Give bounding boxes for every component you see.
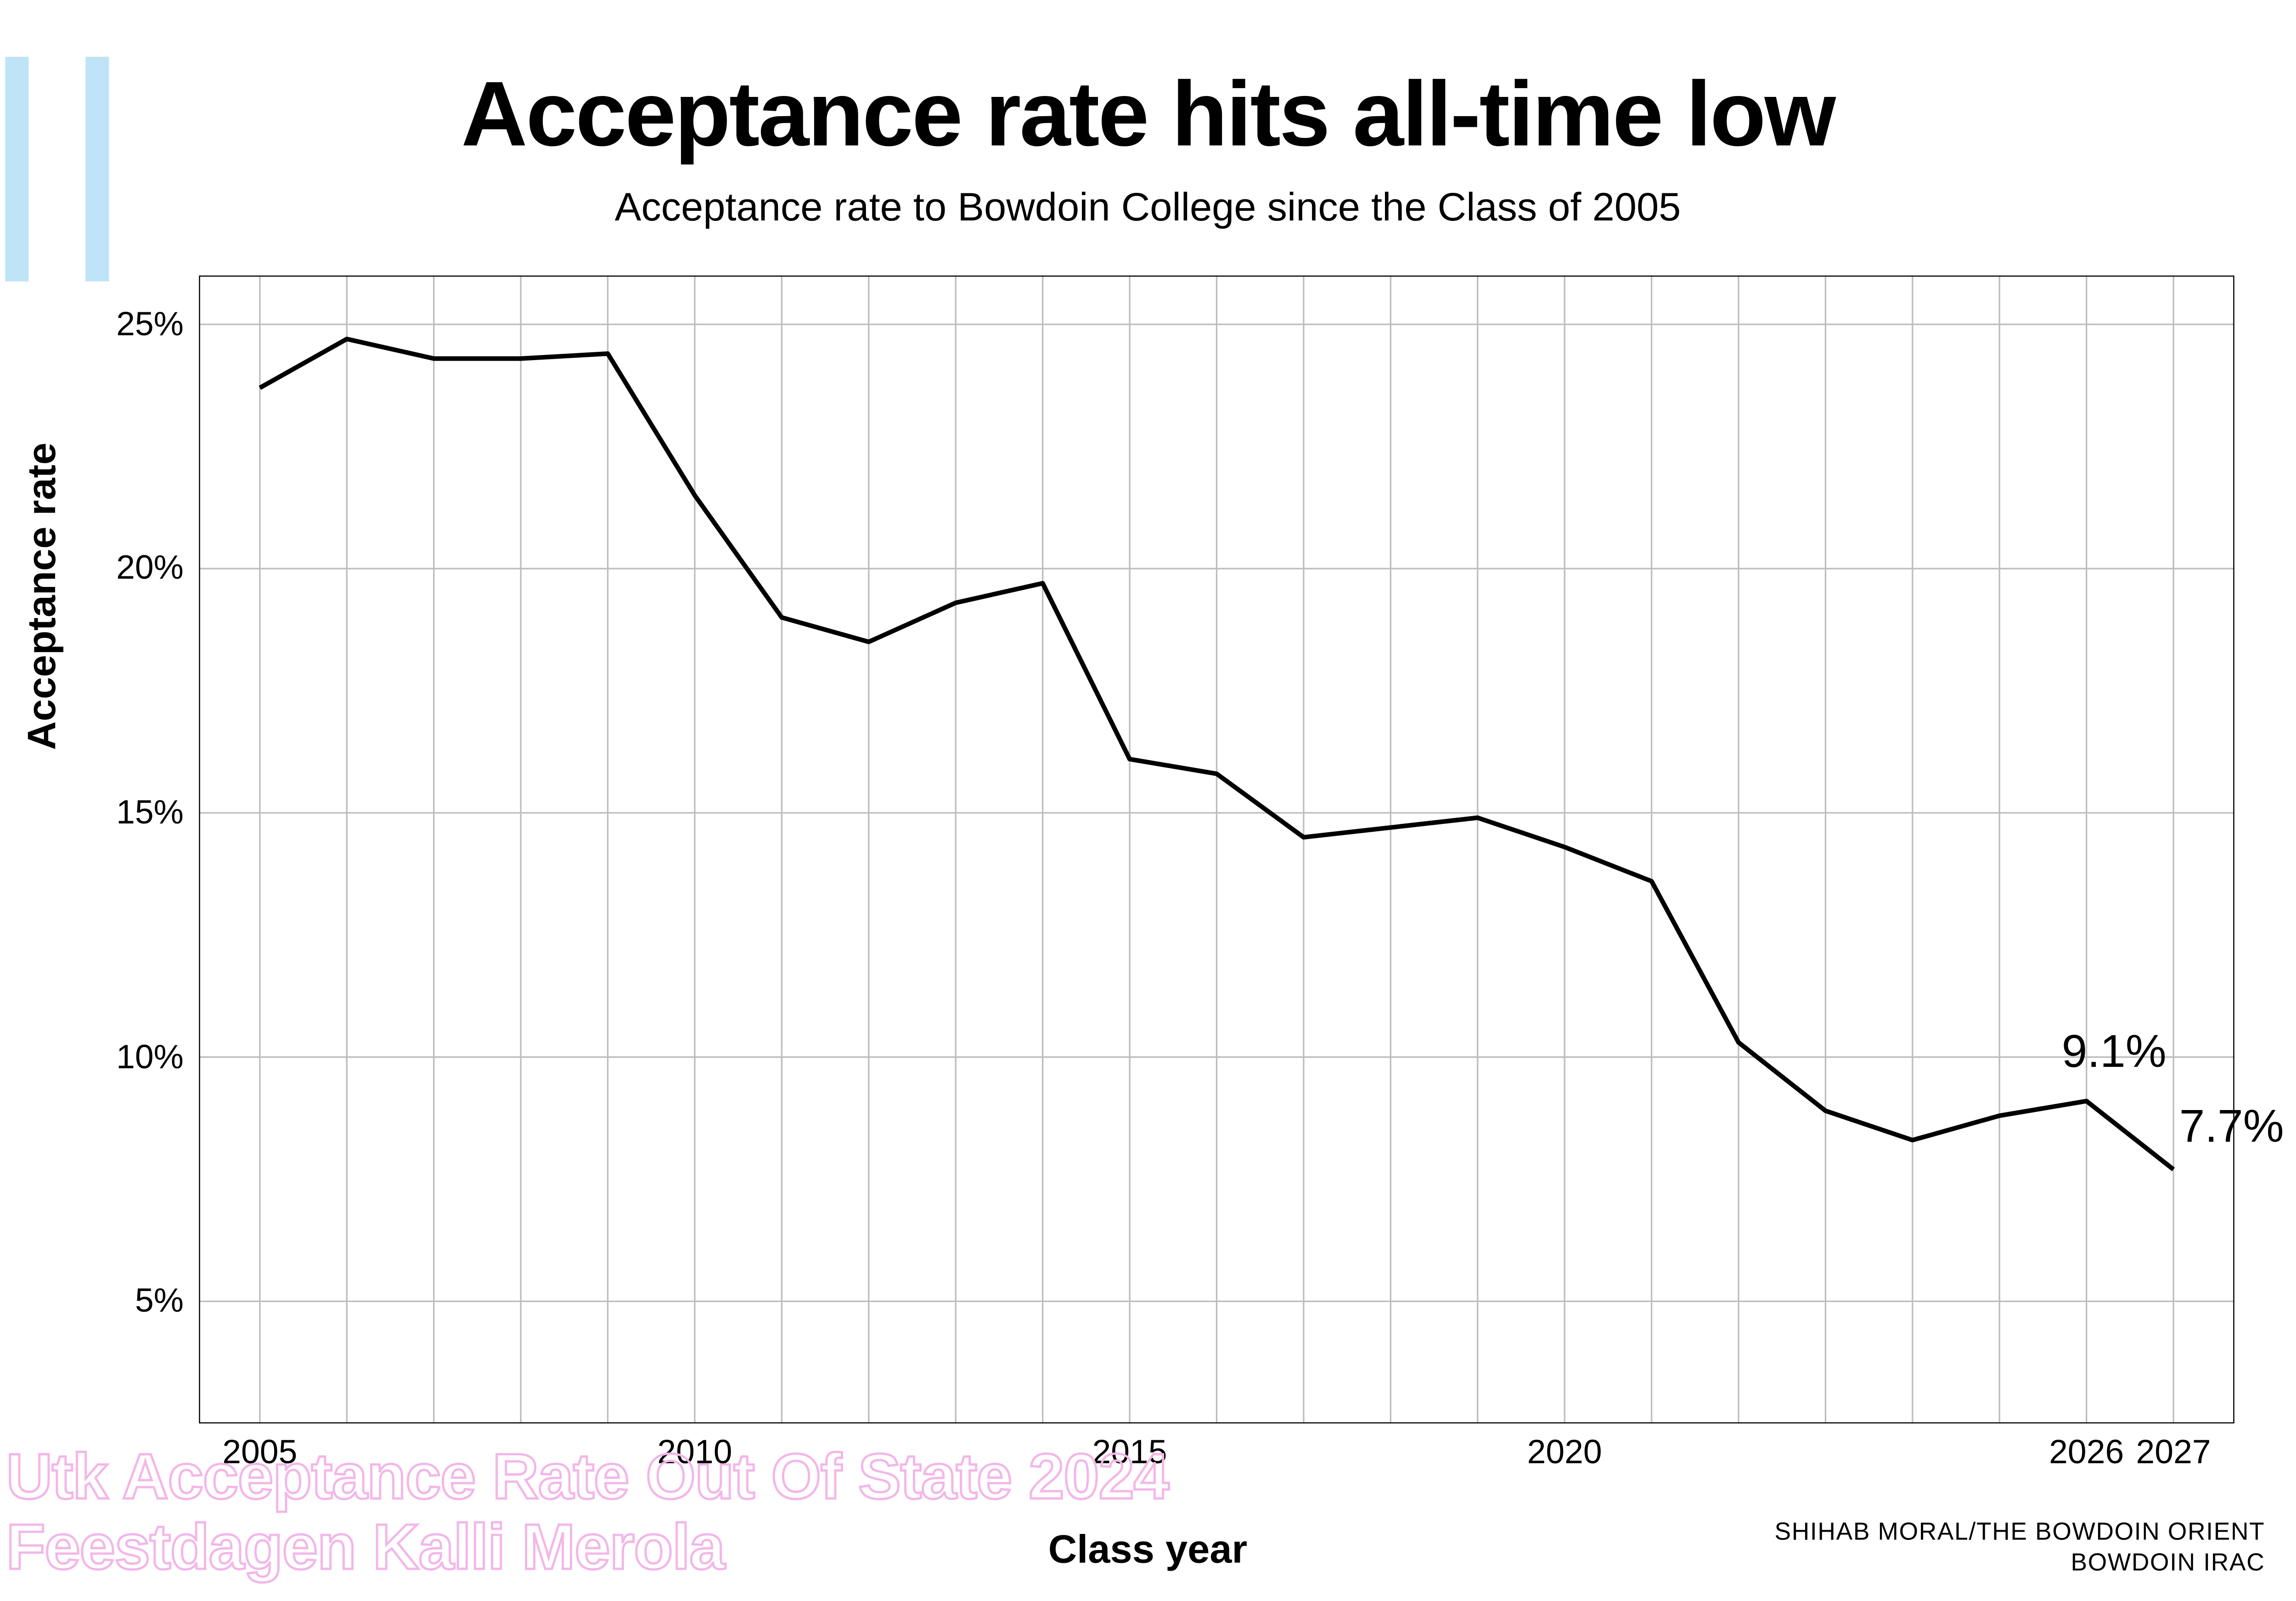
grid — [199, 276, 2234, 1424]
credit-block: SHIHAB MORAL/THE BOWDOIN ORIENT BOWDOIN … — [1775, 1518, 2265, 1579]
annotation: 9.1% — [2062, 1027, 2167, 1079]
y-tick-label: 25% — [92, 304, 184, 344]
plot-area — [199, 276, 2234, 1424]
chart-subtitle: Acceptance rate to Bowdoin College since… — [0, 184, 2296, 231]
x-tick-label: 2020 — [1527, 1432, 1602, 1472]
y-tick-label: 20% — [92, 549, 184, 589]
chart-title: Acceptance rate hits all-time low — [0, 61, 2296, 167]
x-tick-layer: 2005 2010 2015 2020 2026 2027 — [199, 1423, 2234, 1484]
credit-line-2: BOWDOIN IRAC — [1775, 1549, 2265, 1580]
y-tick-label: 15% — [92, 793, 184, 833]
y-tick-layer: 5% 10% 15% 20% 25% — [0, 276, 199, 1424]
line-chart-svg — [199, 276, 2234, 1424]
x-tick-label: 2015 — [1092, 1432, 1167, 1472]
x-tick-label: 2027 — [2136, 1432, 2211, 1472]
y-tick-label: 5% — [92, 1281, 184, 1321]
y-tick-label: 10% — [92, 1037, 184, 1077]
x-tick-label: 2010 — [657, 1432, 732, 1472]
annotation: 7.7% — [2179, 1102, 2284, 1154]
x-tick-label: 2005 — [222, 1432, 297, 1472]
credit-line-1: SHIHAB MORAL/THE BOWDOIN ORIENT — [1775, 1518, 2265, 1549]
x-tick-label: 2026 — [2049, 1432, 2124, 1472]
